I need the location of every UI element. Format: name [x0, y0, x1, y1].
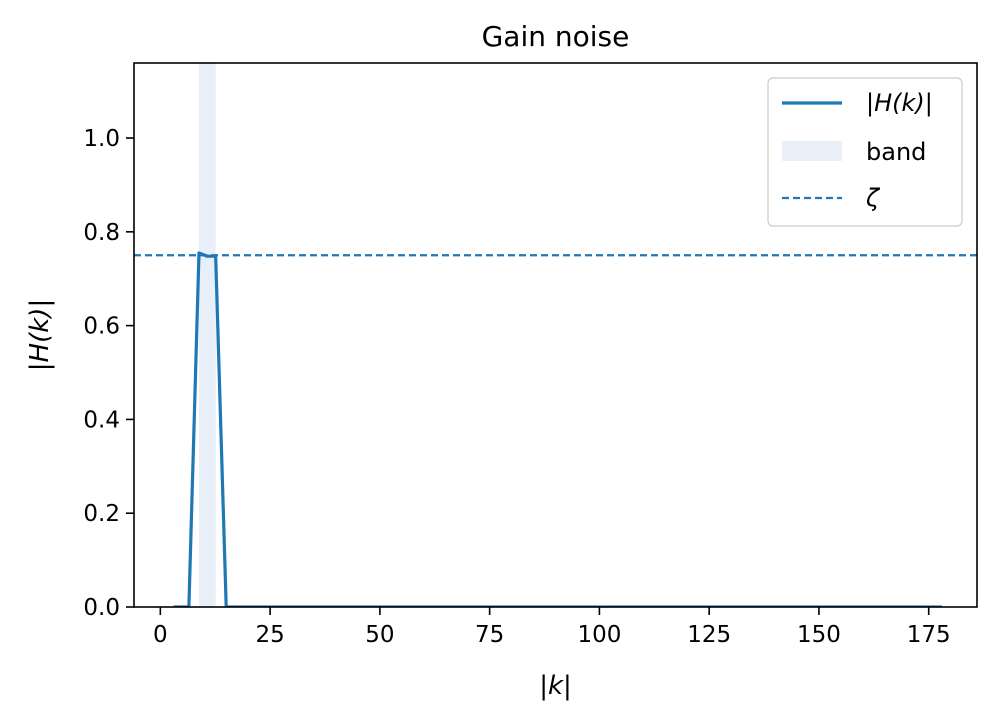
- y-tick-label: 1.0: [83, 126, 120, 152]
- x-tick-label: 150: [797, 622, 841, 648]
- x-tick-label: 125: [687, 622, 731, 648]
- y-tick-label: 0.0: [83, 595, 120, 621]
- legend: |H(k)| band ζ: [767, 77, 963, 227]
- legend-label-hk: |H(k)|: [866, 89, 933, 117]
- legend-label-zeta: ζ: [865, 184, 881, 212]
- band-highlight: [198, 63, 216, 607]
- legend-box: [767, 77, 963, 227]
- x-tick-label: 100: [577, 622, 621, 648]
- y-tick-label: 0.6: [83, 314, 120, 340]
- y-tick-label: 0.8: [83, 220, 120, 246]
- plot-frame: [133, 62, 978, 608]
- plot-content: [134, 63, 977, 607]
- y-axis-label: |H(k)|: [25, 299, 55, 371]
- legend-band-swatch: [782, 141, 842, 161]
- x-tick-label: 50: [365, 622, 394, 648]
- series-line-0: [173, 251, 942, 607]
- x-tick-label: 75: [475, 622, 504, 648]
- x-tick-label: 25: [255, 622, 284, 648]
- y-tick-label: 0.4: [83, 407, 120, 433]
- chart-title: Gain noise: [482, 20, 630, 53]
- x-axis-label: |k|: [539, 671, 572, 701]
- y-tick-label: 0.2: [83, 501, 120, 527]
- x-tick-label: 175: [907, 622, 951, 648]
- legend-label-band: band: [866, 138, 926, 166]
- x-axis-ticks: 0 25 50 75 100 125 150 175: [153, 607, 951, 648]
- x-tick-label: 0: [153, 622, 168, 648]
- y-axis-ticks: 0.0 0.2 0.4 0.6 0.8 1.0: [83, 126, 134, 621]
